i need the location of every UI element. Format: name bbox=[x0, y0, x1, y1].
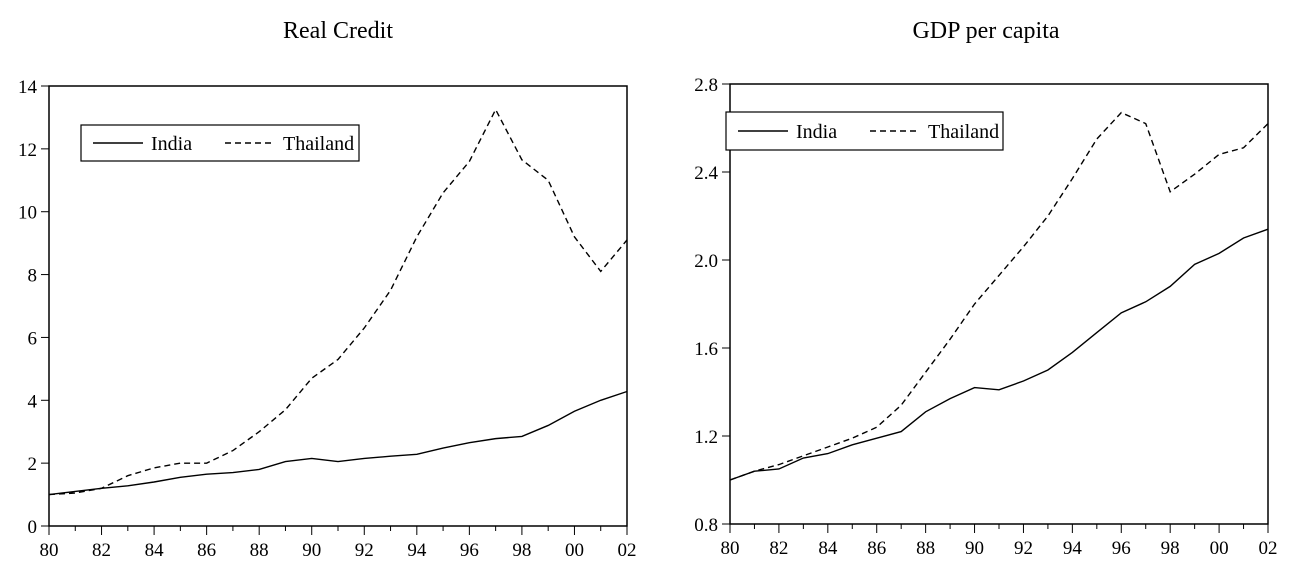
legend-label-india: India bbox=[796, 121, 837, 143]
x-tick-label: 90 bbox=[965, 538, 984, 559]
series-line-thailand bbox=[729, 111, 1269, 481]
x-tick-label: 80 bbox=[40, 540, 59, 561]
x-tick-label: 92 bbox=[1014, 538, 1033, 559]
x-tick-label: 90 bbox=[302, 540, 321, 561]
y-tick-label: 0 bbox=[28, 517, 38, 538]
x-tick-label: 94 bbox=[1063, 538, 1083, 559]
x-tick-label: 98 bbox=[512, 540, 531, 561]
series-line-thailand bbox=[48, 108, 628, 496]
chart-gdp-per-capita-svg: GDP per capita 80 82 84 86 88 90 92 94 96 98 00 02 0.… bbox=[694, 18, 1278, 559]
y-tick-label: 4 bbox=[28, 391, 38, 412]
x-tick-label: 88 bbox=[250, 540, 269, 561]
y-tick-label: 2.4 bbox=[694, 163, 718, 184]
x-tick-label: 96 bbox=[1112, 538, 1131, 559]
x-tick-label: 94 bbox=[407, 540, 427, 561]
x-tick-label: 00 bbox=[1210, 538, 1229, 559]
x-tick-label: 84 bbox=[145, 540, 165, 561]
x-tick-label: 02 bbox=[1259, 538, 1278, 559]
legend-label-india: India bbox=[151, 133, 192, 155]
y-tick-label: 12 bbox=[18, 140, 37, 161]
y-tick-label: 14 bbox=[18, 77, 38, 98]
chart-gdp-per-capita: GDP per capita 80 82 84 86 88 90 92 94 96 98 00 02 0.… bbox=[650, 0, 1299, 567]
x-tick-label: 96 bbox=[460, 540, 479, 561]
x-tick-label: 84 bbox=[818, 538, 838, 559]
chart-title: Real Credit bbox=[283, 18, 393, 44]
x-tick-label: 00 bbox=[565, 540, 584, 561]
legend-label-thailand: Thailand bbox=[928, 121, 999, 143]
y-tick-label: 2.0 bbox=[694, 251, 718, 272]
y-tick-label: 6 bbox=[28, 328, 38, 349]
y-tick-label: 1.2 bbox=[694, 427, 718, 448]
y-tick-label: 10 bbox=[18, 203, 37, 224]
legend: India Thailand bbox=[80, 124, 360, 162]
y-tick-label: 1.6 bbox=[694, 339, 718, 360]
x-tick-label: 80 bbox=[721, 538, 740, 559]
series-line-india bbox=[729, 228, 1269, 481]
x-tick-label: 86 bbox=[867, 538, 886, 559]
y-tick-label: 2.8 bbox=[694, 75, 718, 96]
x-tick-label: 82 bbox=[769, 538, 788, 559]
legend-label-thailand: Thailand bbox=[283, 133, 354, 155]
chart-title: GDP per capita bbox=[912, 18, 1059, 44]
series-line-india bbox=[48, 390, 628, 496]
x-tick-label: 98 bbox=[1161, 538, 1180, 559]
y-tick-label: 8 bbox=[28, 266, 38, 287]
x-tick-label: 02 bbox=[618, 540, 637, 561]
x-tick-label: 86 bbox=[197, 540, 216, 561]
y-tick-label: 0.8 bbox=[694, 515, 718, 536]
chart-real-credit: Real Credit 80 82 84 86 88 90 92 94 96 98 00 02 0 2 4 6 8… bbox=[0, 0, 650, 567]
x-tick-label: 88 bbox=[916, 538, 935, 559]
x-tick-label: 82 bbox=[92, 540, 111, 561]
x-tick-label: 92 bbox=[355, 540, 374, 561]
y-tick-label: 2 bbox=[28, 454, 38, 475]
legend: India Thailand bbox=[725, 111, 1004, 151]
